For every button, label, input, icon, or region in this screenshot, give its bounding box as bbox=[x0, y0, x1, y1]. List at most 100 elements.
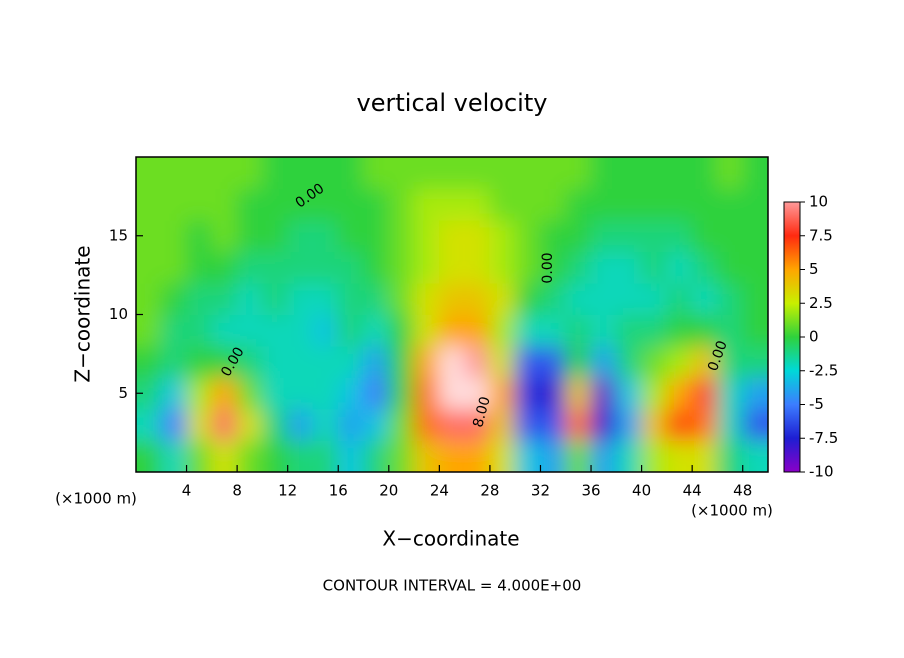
cell bbox=[312, 219, 339, 252]
cell bbox=[464, 377, 491, 410]
cell bbox=[337, 219, 365, 252]
cell bbox=[312, 188, 339, 221]
cell bbox=[136, 314, 162, 347]
cell bbox=[666, 345, 693, 378]
cell bbox=[514, 157, 541, 189]
x-tick-label: 36 bbox=[581, 482, 600, 500]
x-tick-label: 16 bbox=[329, 482, 348, 500]
cell bbox=[337, 188, 365, 221]
cell bbox=[539, 219, 567, 252]
colorbar-label: 0 bbox=[809, 328, 819, 346]
y-unit: (×1000 m) bbox=[55, 490, 137, 508]
cell bbox=[641, 188, 668, 221]
cell bbox=[312, 408, 339, 441]
cell bbox=[514, 188, 541, 221]
cell bbox=[363, 188, 390, 221]
x-axis-label: X−coordinate bbox=[382, 527, 519, 551]
colorbar-label: 10 bbox=[809, 193, 828, 211]
cell bbox=[236, 282, 263, 315]
cell bbox=[489, 188, 516, 221]
cell bbox=[438, 440, 466, 472]
cell bbox=[261, 157, 289, 189]
cell bbox=[388, 314, 415, 347]
x-tick-label: 28 bbox=[480, 482, 499, 500]
cell bbox=[565, 157, 592, 189]
cell bbox=[186, 188, 213, 221]
cell bbox=[136, 188, 162, 221]
cell bbox=[236, 440, 263, 472]
cell bbox=[160, 377, 188, 410]
cell bbox=[337, 345, 365, 378]
cell bbox=[464, 219, 491, 252]
cell bbox=[489, 314, 516, 347]
cell bbox=[666, 314, 693, 347]
cell bbox=[590, 251, 617, 284]
cell bbox=[211, 408, 238, 441]
cell bbox=[489, 157, 516, 189]
cell bbox=[716, 251, 744, 284]
cell bbox=[615, 219, 643, 252]
cell bbox=[514, 345, 541, 378]
cell bbox=[363, 282, 390, 315]
cell bbox=[211, 440, 238, 472]
cell bbox=[136, 440, 162, 472]
cell bbox=[489, 377, 516, 410]
cell bbox=[666, 219, 693, 252]
cell bbox=[413, 440, 440, 472]
plot-frame bbox=[135, 156, 769, 473]
cell bbox=[160, 314, 188, 347]
cell bbox=[691, 314, 718, 347]
cell bbox=[691, 251, 718, 284]
cell bbox=[666, 377, 693, 410]
colorbar-label: 7.5 bbox=[809, 226, 833, 244]
cell bbox=[312, 440, 339, 472]
cell bbox=[464, 251, 491, 284]
cell bbox=[590, 345, 617, 378]
cell bbox=[136, 408, 162, 441]
cell bbox=[590, 377, 617, 410]
cell bbox=[539, 157, 567, 189]
cell bbox=[186, 314, 213, 347]
cell bbox=[312, 314, 339, 347]
cell bbox=[211, 314, 238, 347]
cell bbox=[388, 377, 415, 410]
cell bbox=[641, 251, 668, 284]
cell bbox=[261, 188, 289, 221]
cell bbox=[312, 377, 339, 410]
cell bbox=[438, 314, 466, 347]
field bbox=[136, 157, 768, 472]
cell bbox=[211, 157, 238, 189]
cell bbox=[464, 345, 491, 378]
cell bbox=[287, 251, 314, 284]
cell bbox=[363, 157, 390, 189]
cell bbox=[186, 251, 213, 284]
colorbar-label: -7.5 bbox=[809, 429, 838, 447]
cell bbox=[261, 440, 289, 472]
cell bbox=[413, 314, 440, 347]
cell bbox=[186, 219, 213, 252]
cell bbox=[590, 157, 617, 189]
cell bbox=[438, 345, 466, 378]
cell bbox=[438, 408, 466, 441]
cell bbox=[742, 377, 768, 410]
cell bbox=[160, 345, 188, 378]
cell bbox=[565, 251, 592, 284]
cell bbox=[312, 282, 339, 315]
cell bbox=[388, 345, 415, 378]
colorbar-label: 2.5 bbox=[809, 294, 833, 312]
cell bbox=[337, 408, 365, 441]
cell bbox=[160, 282, 188, 315]
cell bbox=[742, 282, 768, 315]
cell bbox=[261, 251, 289, 284]
cell bbox=[641, 377, 668, 410]
cell bbox=[514, 440, 541, 472]
cell bbox=[565, 377, 592, 410]
cell bbox=[337, 440, 365, 472]
cell bbox=[211, 219, 238, 252]
plot-area bbox=[136, 157, 768, 472]
cell bbox=[211, 377, 238, 410]
cell bbox=[160, 157, 188, 189]
cell bbox=[287, 377, 314, 410]
cell bbox=[590, 440, 617, 472]
cell bbox=[489, 219, 516, 252]
